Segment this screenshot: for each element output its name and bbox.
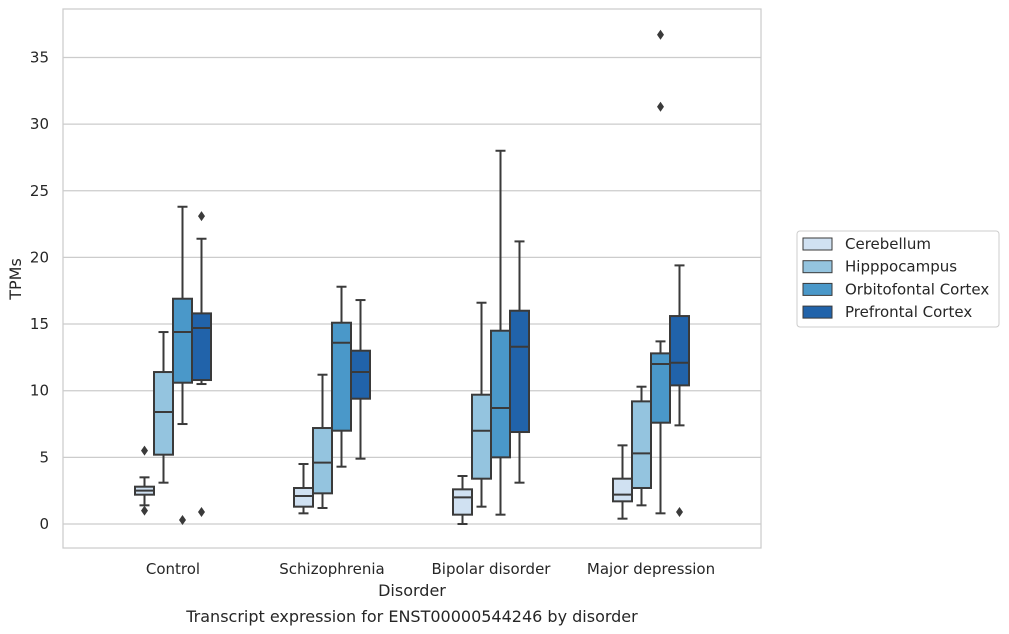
iqr-box: [650, 352, 671, 424]
box-prefrontal-cortex: [191, 211, 212, 518]
x-tick-labels: Control Schizophrenia Bipolar disorder Majo…: [146, 560, 715, 578]
outlier-point: [141, 505, 148, 516]
legend-swatch: [802, 237, 833, 251]
y-tick-label: 10: [30, 382, 49, 400]
legend-label: Cerebellum: [845, 235, 931, 253]
box-cerebellum: [293, 463, 314, 515]
x-tick-label: Control: [146, 560, 200, 578]
legend-swatch: [802, 260, 833, 274]
iqr-box: [509, 309, 530, 434]
y-tick-labels: 0 5 10 15 20 25 30 35: [30, 48, 49, 533]
box-hipppocampus: [153, 331, 174, 484]
iqr-box: [191, 312, 212, 382]
iqr-box: [471, 393, 492, 480]
iqr-box: [293, 487, 314, 508]
iqr-box: [350, 349, 371, 400]
y-tick-label: 30: [30, 115, 49, 133]
box-orbitofontal-cortex: [331, 285, 352, 468]
iqr-box: [452, 488, 473, 516]
x-tick-label: Schizophrenia: [279, 560, 384, 578]
box-cerebellum: [612, 444, 633, 520]
box-orbitofontal-cortex: [650, 29, 671, 515]
y-axis-label: TPMs: [6, 258, 25, 301]
iqr-box: [631, 400, 652, 490]
box-orbitofontal-cortex: [490, 149, 511, 516]
box-hipppocampus: [471, 301, 492, 508]
y-tick-label: 15: [30, 315, 49, 333]
box-orbitofontal-cortex: [172, 205, 193, 526]
legend-frame: [796, 230, 1000, 328]
box-hipppocampus: [631, 385, 652, 507]
legend-items: Cerebellum Hipppocampus Orbitofontal Corte…: [802, 235, 989, 321]
iqr-box: [331, 321, 352, 432]
legend-swatch: [802, 305, 833, 319]
plot-frame: [62, 8, 762, 549]
y-tick-label: 5: [39, 448, 49, 466]
box-cerebellum: [134, 445, 155, 516]
outlier-point: [657, 101, 664, 112]
legend-label: Prefrontal Cortex: [845, 303, 972, 321]
box-prefrontal-cortex: [669, 264, 690, 518]
x-axis-label: Disorder: [378, 581, 446, 600]
box-hipppocampus: [312, 373, 333, 510]
outlier-point: [179, 515, 186, 526]
y-tick-label: 35: [30, 48, 49, 66]
box-prefrontal-cortex: [509, 240, 530, 484]
outlier-point: [676, 507, 683, 518]
y-tick-label: 20: [30, 248, 49, 266]
x-tick-label: Bipolar disorder: [432, 560, 552, 578]
outlier-point: [141, 445, 148, 456]
box-cerebellum: [452, 475, 473, 525]
box-prefrontal-cortex: [350, 299, 371, 460]
iqr-box: [490, 329, 511, 459]
legend-swatch: [802, 282, 833, 296]
iqr-box: [172, 297, 193, 384]
iqr-box: [612, 477, 633, 503]
outlier-point: [198, 211, 205, 222]
legend: Cerebellum Hipppocampus Orbitofontal Corte…: [796, 230, 1000, 328]
outlier-point: [198, 507, 205, 518]
chart-caption: Transcript expression for ENST0000054424…: [185, 607, 638, 626]
x-tick-label: Major depression: [587, 560, 715, 578]
y-tick-label: 25: [30, 182, 49, 200]
y-tick-label: 0: [39, 515, 49, 533]
iqr-box: [312, 427, 333, 495]
box-series: [134, 29, 690, 526]
legend-label: Orbitofontal Cortex: [845, 280, 989, 298]
outlier-point: [657, 29, 664, 40]
iqr-box: [153, 371, 174, 456]
iqr-box: [669, 315, 690, 387]
legend-label: Hipppocampus: [845, 258, 957, 276]
